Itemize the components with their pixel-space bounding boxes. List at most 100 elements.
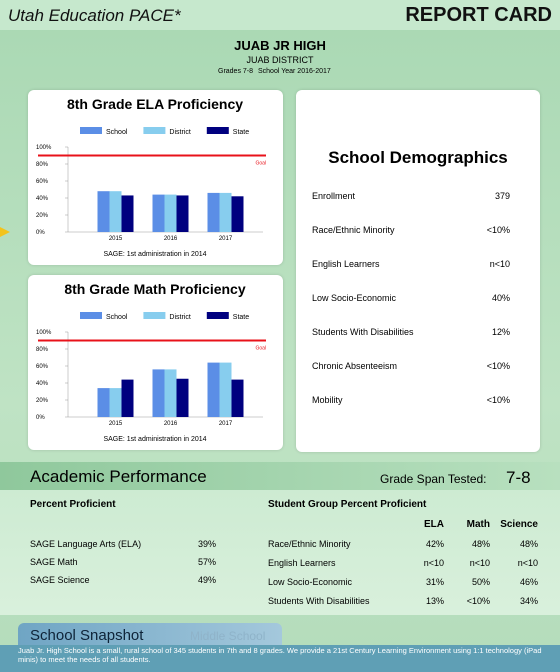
legend-label: District — [169, 314, 190, 321]
demographics-title: School Demographics — [328, 148, 508, 167]
demographic-value: n<10 — [489, 259, 510, 269]
y-tick-label: 80% — [36, 162, 49, 168]
x-tick-label: 2016 — [164, 236, 178, 242]
y-tick-label: 0% — [36, 415, 45, 421]
y-tick-label: 40% — [36, 381, 49, 387]
legend-label: District — [169, 129, 190, 136]
y-tick-label: 0% — [36, 230, 45, 236]
chart-note: SAGE: 1st administration in 2014 — [103, 251, 206, 258]
group-value: 50% — [471, 577, 490, 587]
academic-band — [0, 462, 560, 490]
goal-label: Goal — [255, 161, 266, 167]
goal-label: Goal — [255, 346, 266, 352]
demographic-value: 379 — [494, 191, 510, 201]
group-value: n<10 — [423, 558, 444, 568]
group-label: Low Socio-Economic — [268, 577, 353, 587]
bar — [152, 369, 165, 417]
bar — [231, 196, 244, 232]
demographics-card: School Demographics Enrollment 379 Race/Et… — [296, 90, 540, 452]
bar — [164, 369, 177, 417]
demographic-value: <10% — [486, 361, 510, 371]
legend-swatch — [206, 312, 229, 319]
bar — [176, 195, 189, 232]
legend-label: School — [106, 129, 128, 136]
bar — [97, 388, 110, 417]
y-tick-label: 60% — [36, 179, 49, 185]
grades: Grades 7-8 — [218, 68, 254, 75]
demographic-label: Enrollment — [312, 191, 356, 201]
bar — [164, 194, 177, 232]
group-column: ELA — [424, 519, 444, 530]
demographic-label: English Learners — [312, 259, 380, 269]
group-value: 13% — [425, 596, 444, 606]
ela-chart: 8th Grade ELA Proficiency School District S… — [36, 96, 266, 258]
x-tick-label: 2015 — [109, 421, 123, 427]
year: School Year 2016-2017 — [258, 68, 331, 75]
y-tick-label: 100% — [36, 330, 52, 336]
district: JUAB DISTRICT — [246, 55, 314, 65]
y-tick-label: 80% — [36, 347, 49, 353]
proficient-label: SAGE Science — [30, 575, 90, 585]
legend-swatch — [80, 312, 102, 319]
chart-title: 8th Grade Math Proficiency — [64, 281, 245, 297]
bar — [97, 191, 110, 232]
y-tick-label: 40% — [36, 196, 49, 202]
proficient-value: 49% — [198, 575, 217, 585]
bar — [231, 379, 244, 417]
bar — [176, 378, 189, 417]
bar — [121, 195, 134, 232]
grade-span: 7-8 — [506, 468, 531, 487]
report-title: REPORT CARD — [405, 4, 552, 26]
group-value: 34% — [519, 596, 538, 606]
ela-card: 8th Grade ELA Proficiency School District S… — [28, 90, 283, 265]
snapshot-tab — [18, 623, 282, 647]
snapshot-title: School Snapshot — [30, 627, 144, 644]
group-value: 48% — [519, 539, 538, 549]
proficient-title: Percent Proficient — [30, 499, 116, 510]
chart-note: SAGE: 1st administration in 2014 — [103, 436, 206, 443]
group-label: Race/Ethnic Minority — [268, 539, 351, 549]
x-tick-label: 2015 — [109, 236, 123, 242]
group-value: 48% — [471, 539, 490, 549]
demographic-label: Students With Disabilities — [312, 327, 414, 337]
math-chart: 8th Grade Math Proficiency School District… — [36, 281, 266, 443]
grade-span-label: Grade Span Tested: — [380, 472, 487, 486]
proficient-label: SAGE Language Arts (ELA) — [30, 539, 142, 549]
legend-swatch — [143, 127, 166, 134]
y-tick-label: 100% — [36, 145, 52, 151]
group-value: 46% — [519, 577, 538, 587]
proficient-value: 57% — [198, 557, 217, 567]
arrow — [0, 227, 10, 237]
bar — [207, 192, 220, 232]
demographic-value: 12% — [491, 327, 510, 337]
legend-label: School — [106, 314, 128, 321]
group-label: English Learners — [268, 558, 336, 568]
bar — [219, 192, 232, 232]
math-card: 8th Grade Math Proficiency School District… — [28, 275, 283, 450]
group-value: 42% — [425, 539, 444, 549]
x-tick-label: 2016 — [164, 421, 178, 427]
y-tick-label: 20% — [36, 398, 49, 404]
snapshot-text: Juab Jr. High School is a small, rural s… — [18, 646, 542, 664]
group-value: n<10 — [469, 558, 490, 568]
bar — [152, 194, 165, 232]
snapshot-band — [0, 645, 560, 672]
legend-label: State — [233, 129, 249, 136]
legend-swatch — [143, 312, 166, 319]
group-column: Science — [500, 519, 538, 530]
demographic-label: Chronic Absenteeism — [312, 361, 398, 371]
bar — [109, 191, 122, 232]
proficient-label: SAGE Math — [30, 557, 78, 567]
y-tick-label: 60% — [36, 364, 49, 370]
group-value: <10% — [466, 596, 490, 606]
brand: Utah Education PACE* — [8, 6, 181, 25]
demographic-label: Race/Ethnic Minority — [312, 225, 395, 235]
academic-title: Academic Performance — [30, 467, 207, 486]
snapshot-level: Middle School — [190, 629, 266, 643]
group-column: Math — [466, 519, 490, 530]
bar — [109, 388, 122, 417]
group-title: Student Group Percent Proficient — [268, 499, 427, 510]
legend-label: State — [233, 314, 249, 321]
group-value: n<10 — [517, 558, 538, 568]
y-tick-label: 20% — [36, 213, 49, 219]
